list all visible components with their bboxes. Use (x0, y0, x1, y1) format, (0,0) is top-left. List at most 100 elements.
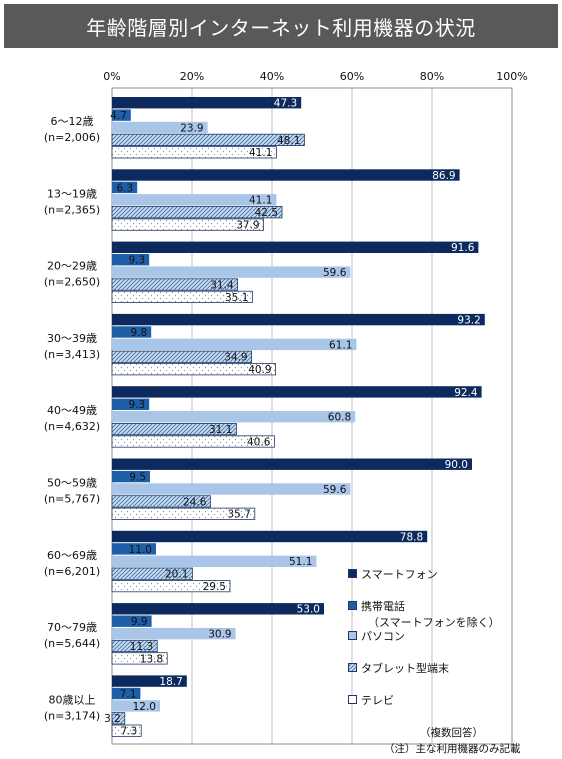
x-tick-label: 0% (103, 70, 120, 83)
data-label-tablet: 34.9 (224, 352, 247, 364)
bar-mobile (112, 615, 152, 627)
category-n-label: (n=2,650) (44, 276, 100, 289)
bar-tv (111, 507, 256, 520)
legend-swatch-tablet (348, 663, 357, 672)
legend-label-mobile: 携帯電話 (361, 600, 405, 613)
data-label-pc: 59.6 (323, 484, 347, 496)
bar-tv (111, 652, 168, 665)
data-label-smartphone: 93.2 (457, 315, 480, 327)
data-label-tablet: 3.2 (104, 713, 121, 725)
bar-mobile (112, 326, 152, 338)
data-label-pc: 61.1 (329, 339, 352, 351)
bar-tablet (111, 639, 158, 653)
category-label: 60〜69歳 (47, 549, 97, 562)
category-label: 80歳以上 (49, 693, 96, 706)
note-multiple-answers: （複数回答） (420, 727, 483, 739)
bar-pc (112, 194, 277, 206)
data-label-tv: 13.8 (140, 653, 163, 665)
data-label-pc: 12.0 (133, 701, 156, 713)
bar-tv (111, 435, 275, 448)
data-label-smartphone: 90.0 (445, 459, 468, 471)
data-label-tablet: 42.5 (255, 207, 278, 219)
bar-tablet (111, 133, 305, 146)
data-label-tablet: 20.1 (165, 569, 188, 581)
bar-tv (111, 218, 265, 231)
data-label-tv: 35.1 (225, 292, 248, 304)
bar-mobile (112, 543, 156, 555)
data-label-pc: 30.9 (208, 629, 231, 641)
category-label: 20〜29歳 (47, 260, 97, 273)
x-tick-label: 60% (340, 70, 364, 83)
data-label-pc: 60.8 (328, 412, 351, 424)
data-label-mobile: 4.7 (110, 110, 127, 122)
bar-smartphone (112, 241, 479, 253)
bar-smartphone (112, 675, 187, 687)
bar-tablet (111, 712, 126, 725)
category-label: 50〜59歳 (47, 477, 97, 490)
data-label-smartphone: 53.0 (297, 604, 320, 616)
bar-tablet (111, 206, 283, 219)
legend-label-pc: パソコン (361, 630, 405, 643)
bar-smartphone (112, 313, 485, 326)
x-tick-label: 40% (260, 70, 284, 83)
x-tick-label: 100% (496, 70, 527, 83)
bar-pc (112, 121, 208, 134)
legend-swatch-pc (348, 631, 357, 640)
legend-label-tv: テレビ (361, 694, 394, 707)
bar-tablet (111, 350, 253, 363)
data-label-mobile: 7.1 (120, 688, 137, 700)
data-label-smartphone: 47.3 (274, 98, 297, 110)
category-n-label: (n=5,644) (44, 637, 100, 650)
category-n-label: (n=4,632) (44, 420, 100, 433)
legend-swatch-tv (348, 695, 357, 704)
data-label-tv: 41.1 (249, 147, 272, 159)
category-label: 70〜79歳 (47, 621, 97, 634)
note-main-devices: （注）主な利用機器のみ記載 (384, 743, 521, 755)
data-label-pc: 23.9 (180, 122, 203, 134)
data-label-tablet: 31.1 (209, 424, 232, 436)
bar-mobile (112, 687, 141, 700)
data-label-tv: 29.5 (203, 581, 226, 593)
category-n-label: (n=3,174) (44, 709, 100, 722)
bar-tablet (111, 278, 238, 291)
chart-title: 年齢階層別インターネット利用機器の状況 (4, 4, 558, 48)
data-label-tablet: 31.4 (210, 279, 234, 291)
legend-item-tablet: タブレット型端末 (348, 660, 449, 676)
bar-pc (112, 266, 351, 278)
bar-tv (111, 363, 277, 376)
legend-swatch-mobile (348, 601, 357, 610)
data-label-smartphone: 91.6 (451, 242, 475, 254)
category-n-label: (n=3,413) (44, 348, 100, 361)
bar-tv (111, 580, 231, 593)
data-label-tablet: 24.6 (183, 496, 207, 508)
bar-tablet (111, 495, 211, 508)
legend-swatch-smartphone (348, 569, 357, 578)
data-label-tv: 35.7 (227, 509, 250, 521)
category-label: 13〜19歳 (47, 187, 97, 200)
bar-tv (111, 146, 277, 159)
data-label-smartphone: 78.8 (400, 531, 423, 543)
category-n-label: (n=2,006) (44, 131, 100, 144)
bar-tv (111, 290, 253, 304)
category-label: 40〜49歳 (47, 404, 97, 417)
bar-smartphone (112, 458, 472, 470)
bar-pc (112, 483, 351, 495)
data-label-tv: 37.9 (236, 220, 259, 232)
legend-sublabel-mobile: （スマートフォンを除く） (368, 616, 500, 629)
legend-item-pc: パソコン (348, 628, 405, 644)
data-label-tv: 40.9 (248, 364, 271, 376)
bar-tablet (111, 422, 237, 436)
data-label-mobile: 9.3 (128, 399, 145, 411)
legend-item-tv: テレビ (348, 692, 394, 708)
data-label-pc: 41.1 (249, 195, 272, 207)
bar-smartphone (112, 169, 460, 181)
data-label-smartphone: 92.4 (454, 387, 478, 399)
bar-mobile (112, 181, 138, 194)
category-label: 30〜39歳 (47, 332, 97, 345)
data-label-tablet: 11.3 (130, 641, 153, 653)
data-label-mobile: 9.5 (129, 472, 146, 484)
data-label-tablet: 48.1 (277, 135, 300, 147)
category-label: 6〜12歳 (51, 115, 94, 128)
bar-mobile (112, 470, 150, 483)
